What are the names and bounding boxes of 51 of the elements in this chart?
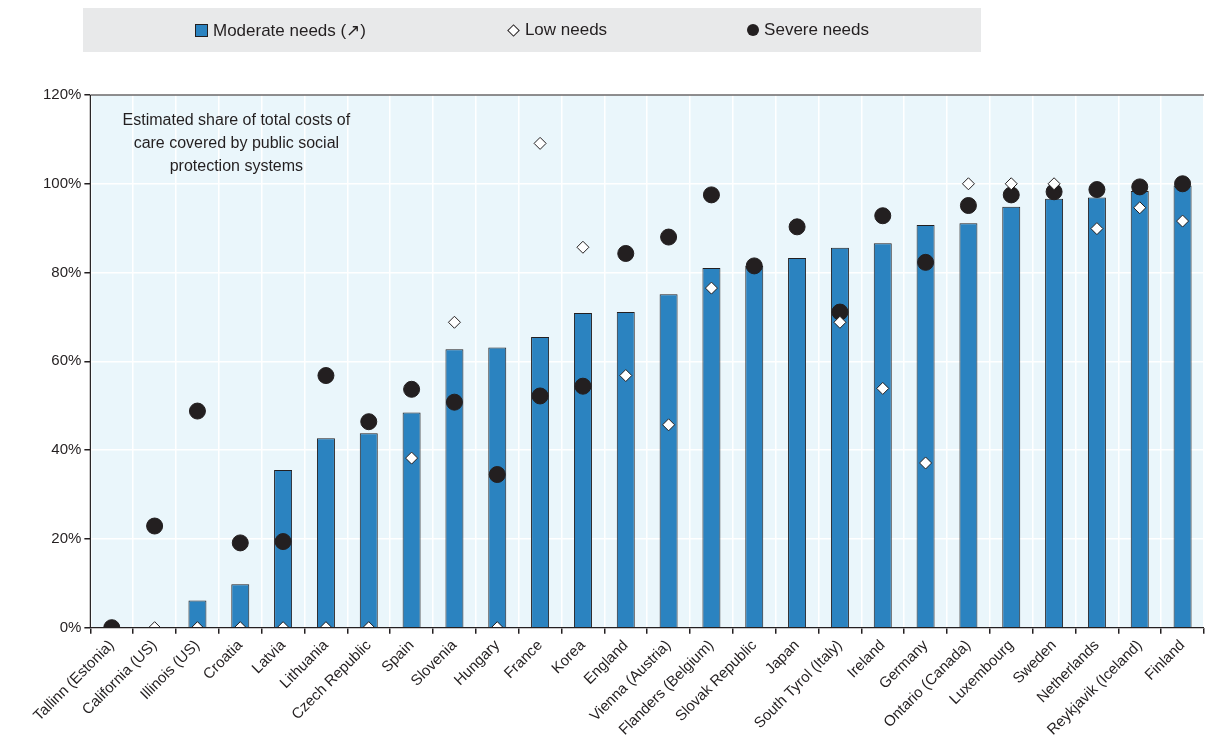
- point: [919, 456, 933, 470]
- point: [146, 517, 164, 535]
- point: [447, 315, 461, 329]
- point: [702, 186, 720, 204]
- point: [1176, 214, 1190, 228]
- y-tick-label: 120%: [42, 85, 82, 103]
- point: [1131, 178, 1149, 196]
- point: [1174, 175, 1192, 193]
- y-tick-label: 0%: [59, 617, 82, 635]
- point: [188, 402, 206, 420]
- y-tick-label: 100%: [42, 173, 82, 191]
- point: [660, 228, 678, 246]
- point: [533, 136, 547, 150]
- point: [274, 533, 292, 551]
- point: [574, 377, 592, 395]
- y-tick-label: 60%: [51, 351, 82, 369]
- legend-label: Moderate needs (↗): [212, 19, 366, 41]
- legend-label: Severe needs: [764, 20, 870, 40]
- y-tick-label: 20%: [51, 529, 82, 547]
- point: [405, 451, 419, 465]
- point: [704, 281, 718, 295]
- y-tick-label: 40%: [51, 440, 82, 458]
- point: [617, 244, 635, 262]
- point: [917, 253, 935, 271]
- point: [874, 207, 892, 225]
- point: [317, 367, 335, 385]
- point: [576, 240, 590, 254]
- point: [1090, 222, 1104, 236]
- point: [876, 381, 890, 395]
- point: [1047, 177, 1061, 191]
- point: [619, 369, 633, 383]
- point: [1004, 177, 1018, 191]
- point: [1002, 186, 1020, 204]
- point: [833, 315, 847, 329]
- point: [788, 218, 806, 236]
- point: [662, 418, 676, 432]
- legend-label: Low needs: [524, 20, 608, 40]
- point: [403, 380, 421, 398]
- point: [831, 303, 849, 321]
- point: [531, 387, 549, 405]
- point: [961, 177, 975, 191]
- point: [488, 466, 506, 484]
- point: [959, 197, 977, 215]
- point: [1133, 201, 1147, 215]
- point: [745, 257, 763, 275]
- point: [360, 413, 378, 431]
- point: [1088, 181, 1106, 199]
- y-tick-label: 80%: [51, 262, 82, 280]
- point: [445, 393, 463, 411]
- annotation: Estimated share of total costs of care covered by public social protection systems: [122, 111, 351, 175]
- point: [231, 534, 249, 552]
